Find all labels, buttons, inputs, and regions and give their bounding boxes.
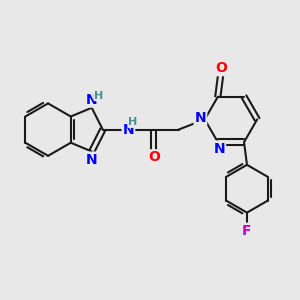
Text: F: F (242, 224, 252, 238)
Text: N: N (85, 93, 97, 106)
Text: N: N (123, 123, 134, 137)
Text: H: H (94, 91, 103, 100)
Text: O: O (215, 61, 227, 75)
Text: N: N (195, 111, 206, 125)
Text: O: O (148, 150, 160, 164)
Text: N: N (86, 153, 98, 166)
Text: H: H (128, 117, 137, 127)
Text: N: N (214, 142, 225, 155)
